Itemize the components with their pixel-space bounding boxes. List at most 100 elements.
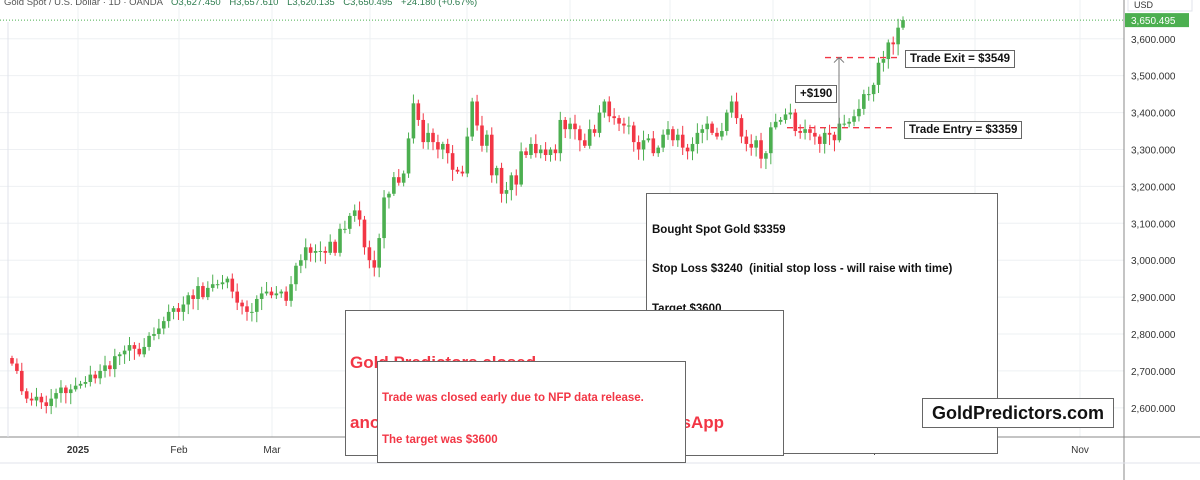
candle-body <box>690 143 695 152</box>
currency-label: USD <box>1134 0 1154 10</box>
candle-body <box>122 350 127 355</box>
candle-body <box>230 278 235 292</box>
candle-body <box>553 149 558 154</box>
candle-body <box>367 247 372 261</box>
candle-body <box>602 101 607 113</box>
candle-body <box>215 284 220 286</box>
candle-body <box>548 149 553 156</box>
candle-body <box>39 396 44 403</box>
candle-body <box>847 121 851 124</box>
candle-body <box>68 389 73 394</box>
candle-body <box>201 286 205 298</box>
candle-body <box>866 94 871 96</box>
candle-body <box>778 119 783 122</box>
candle-body <box>220 282 225 285</box>
candle-body <box>93 374 98 379</box>
candle-body <box>597 112 602 133</box>
candle-body <box>279 291 284 294</box>
candle-body <box>617 118 621 124</box>
candle-body <box>235 291 239 303</box>
candle-body <box>64 387 68 394</box>
candle-body <box>416 103 421 120</box>
candle-body <box>724 112 729 132</box>
candle-body <box>108 365 112 370</box>
candle-body <box>171 308 176 312</box>
candle-body <box>871 84 876 95</box>
candle-body <box>852 116 856 122</box>
candle-body <box>705 123 709 130</box>
candle-body <box>480 125 484 146</box>
candle-body <box>396 177 401 183</box>
candle-body <box>372 260 377 268</box>
candle-body <box>426 132 430 143</box>
candle-body <box>186 295 191 305</box>
y-tick-label: 3,100.000 <box>1131 219 1176 230</box>
candle-body <box>783 114 788 120</box>
candle-body <box>524 151 528 156</box>
candle-body <box>788 112 793 115</box>
y-tick-label: 2,900.000 <box>1131 293 1176 304</box>
candle-body <box>269 291 274 296</box>
candle-body <box>592 129 597 133</box>
candle-body <box>323 250 328 253</box>
candle-body <box>441 143 445 150</box>
candle-body <box>152 334 156 336</box>
candle-body <box>431 132 435 143</box>
candle-body <box>734 101 739 119</box>
candle-body <box>857 108 861 117</box>
candle-body <box>671 129 675 141</box>
candle-body <box>166 311 171 322</box>
candle-body <box>646 138 651 141</box>
candle-body <box>573 123 577 130</box>
candle-body <box>274 293 279 296</box>
candle-body <box>514 175 519 185</box>
trade-exit-label: Trade Exit = $3549 <box>905 50 1016 68</box>
candle-body <box>627 125 631 127</box>
candle-body <box>103 365 107 371</box>
y-tick-label: 2,600.000 <box>1131 404 1176 415</box>
x-tick-label: Feb <box>170 445 188 456</box>
x-tick-label: Nov <box>1071 445 1089 456</box>
candle-body <box>475 101 479 126</box>
candle-body <box>720 131 724 137</box>
candle-body <box>881 59 886 63</box>
candle-body <box>137 348 142 355</box>
candle-body <box>676 134 680 141</box>
candle-body <box>494 167 499 176</box>
candle-body <box>421 119 426 143</box>
candle-body <box>489 134 494 176</box>
y-tick-label: 2,700.000 <box>1131 367 1176 378</box>
candle-body <box>308 247 313 253</box>
candle-body <box>343 228 347 230</box>
ohlc-change: +24.180 (+0.67%) <box>401 0 478 8</box>
candle-body <box>117 354 122 357</box>
candle-body <box>15 363 19 371</box>
candle-body <box>445 143 450 154</box>
candle-body <box>352 210 357 216</box>
candle-body <box>29 398 34 401</box>
candle-body <box>622 123 626 126</box>
candle-body <box>558 119 563 154</box>
candle-body <box>813 132 817 137</box>
candle-body <box>803 129 807 133</box>
candle-body <box>318 250 323 252</box>
candle-body <box>98 370 102 379</box>
candle-body <box>773 121 778 128</box>
candle-body <box>59 387 63 394</box>
candle-body <box>538 149 543 154</box>
y-tick-label: 2,800.000 <box>1131 330 1176 341</box>
candle-body <box>328 241 333 253</box>
candle-body <box>387 193 391 198</box>
candle-body <box>769 127 773 154</box>
candle-body <box>206 287 210 298</box>
candle-body <box>303 247 308 261</box>
candle-body <box>582 140 587 146</box>
candle-body <box>436 142 440 150</box>
symbol-title: Gold Spot / U.S. Dollar · 1D · OANDA <box>4 0 163 8</box>
candle-body <box>636 142 641 150</box>
y-tick-label: 3,000.000 <box>1131 256 1176 267</box>
candle-body <box>793 112 798 132</box>
candle-body <box>641 140 646 150</box>
candle-body <box>568 123 572 130</box>
